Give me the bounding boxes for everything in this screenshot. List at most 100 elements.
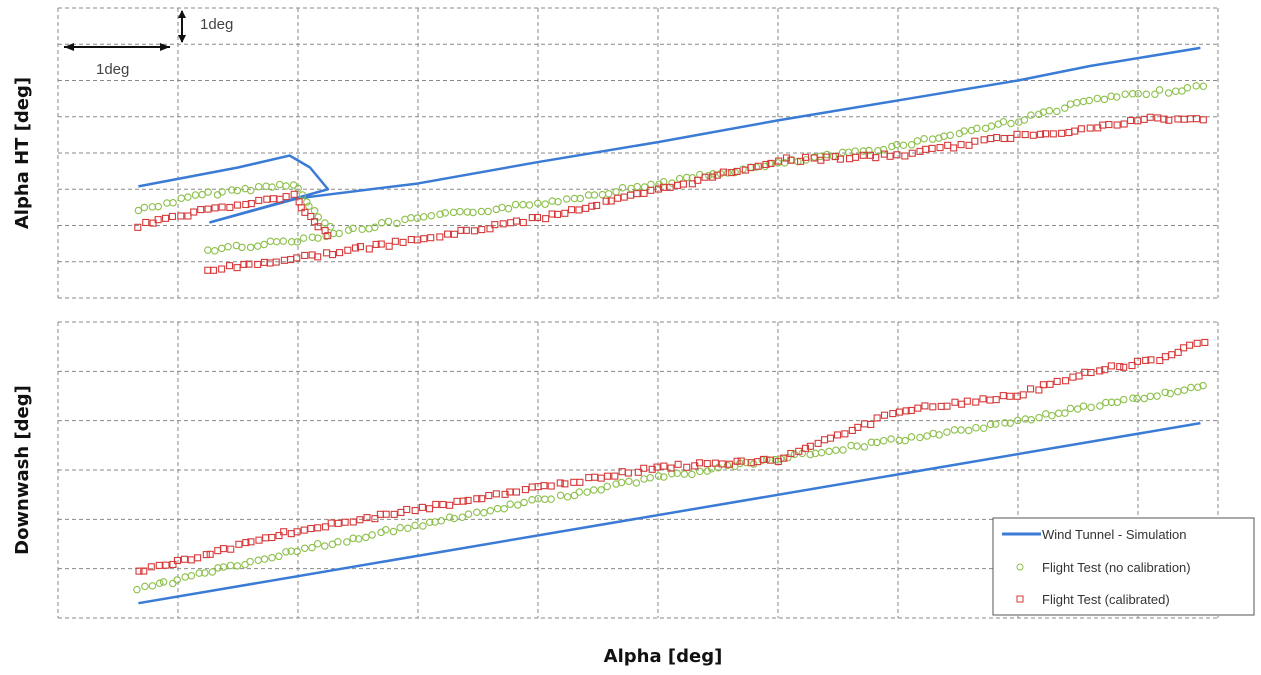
data-point-calibrated [1000,134,1008,143]
data-point-no-calibration [1161,388,1169,397]
data-point-calibrated [841,430,849,438]
data-point-calibrated [759,455,768,463]
data-point-calibrated [797,157,805,165]
data-point-calibrated [420,235,428,243]
data-point-no-calibration [972,423,980,432]
data-point-calibrated [1186,341,1194,349]
data-point-no-calibration [1096,402,1104,410]
data-point-no-calibration [851,147,859,155]
data-point-calibrated [328,251,337,259]
data-point-no-calibration [825,447,833,456]
data-point-calibrated [1086,124,1094,132]
data-point-no-calibration [707,464,716,473]
data-point-no-calibration [1164,89,1173,97]
data-point-no-calibration [173,576,181,584]
data-point-calibrated [719,168,727,176]
data-point-no-calibration [1027,415,1036,424]
data-point-calibrated [446,501,454,509]
data-point-calibrated [1127,116,1135,125]
data-point-no-calibration [867,438,876,447]
data-point-calibrated [1046,380,1054,388]
data-point-calibrated [453,497,461,505]
data-point-no-calibration [404,524,412,532]
data-point-calibrated [1007,134,1015,143]
data-point-calibrated [701,173,709,181]
data-point-no-calibration [233,186,242,195]
data-point-calibrated [1029,131,1037,139]
data-point-no-calibration [275,180,284,189]
data-point-no-calibration [659,178,668,186]
data-point-calibrated [907,406,915,415]
data-point-no-calibration [298,191,307,199]
data-point-calibrated [627,191,635,199]
data-point-calibrated [986,396,994,404]
data-point-calibrated [1193,339,1201,347]
data-point-calibrated [413,236,421,244]
data-point-no-calibration [696,467,704,476]
data-point-no-calibration [723,461,732,470]
data-point-calibrated [1021,131,1029,139]
data-point-no-calibration [1093,94,1102,103]
data-point-no-calibration [603,482,611,491]
data-point-calibrated [478,495,486,503]
data-point-no-calibration [141,582,149,591]
data-point-no-calibration [224,243,232,251]
data-point-calibrated [674,460,682,468]
data-point-no-calibration [1042,410,1050,418]
data-point-no-calibration [210,246,219,255]
data-point-calibrated [356,516,364,524]
data-point-calibrated [301,251,309,259]
data-point-calibrated [737,457,745,465]
data-point-calibrated [548,210,556,218]
data-point-no-calibration [1187,383,1195,392]
data-point-calibrated [444,230,452,238]
data-point-calibrated [1077,125,1085,133]
data-point-calibrated [1101,366,1109,374]
data-point-no-calibration [506,500,514,508]
data-point-calibrated [999,392,1007,400]
arrow-head-icon [160,43,170,51]
data-point-calibrated [385,242,393,250]
data-point-no-calibration [1027,111,1035,119]
data-point-calibrated [854,423,862,431]
data-point-calibrated [1165,116,1173,124]
data-point-no-calibration [464,510,473,518]
data-point-no-calibration [873,438,881,447]
data-point-calibrated [1120,120,1128,128]
data-point-calibrated [470,227,479,235]
data-point-calibrated [501,490,509,498]
data-point-no-calibration [163,199,171,207]
data-point-calibrated [1174,348,1182,356]
data-point-calibrated [197,206,205,214]
data-point-no-calibration [806,450,815,459]
data-point-calibrated [666,183,674,191]
data-point-calibrated [314,524,322,532]
data-point-calibrated [314,223,322,231]
data-point-no-calibration [920,134,928,143]
data-point-calibrated [957,141,965,149]
data-point-calibrated [908,149,916,157]
data-point-calibrated [1156,356,1164,365]
data-point-no-calibration [618,183,627,192]
data-point-calibrated [866,151,875,159]
data-point-no-calibration [204,246,212,254]
data-point-calibrated [372,240,380,248]
data-point-calibrated [1146,113,1154,121]
data-point-calibrated [787,449,795,458]
data-point-no-calibration [134,206,143,215]
data-point-calibrated [810,154,818,162]
data-point-calibrated [300,526,308,534]
data-point-no-calibration [556,491,565,500]
data-point-calibrated [411,506,419,515]
data-point-no-calibration [640,475,648,483]
data-point-calibrated [980,136,988,144]
data-point-no-calibration [563,493,572,501]
data-point-calibrated [880,150,888,158]
data-point-no-calibration [313,540,322,548]
data-point-calibrated [928,144,936,152]
data-point-no-calibration [1107,398,1116,406]
data-point-calibrated [1142,356,1150,364]
data-point-no-calibration [155,579,164,587]
data-point-no-calibration [504,204,513,213]
